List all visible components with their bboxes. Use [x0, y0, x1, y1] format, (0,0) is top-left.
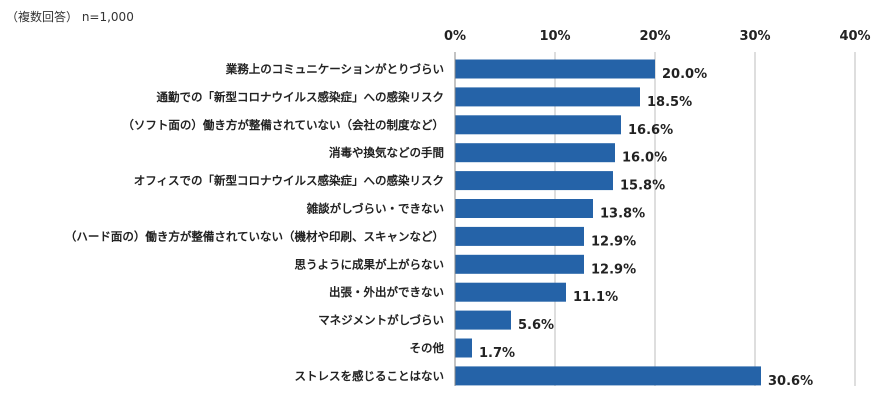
value-label-4: 15.8% [620, 179, 665, 194]
category-label-8: 出張・外出ができない [329, 285, 444, 299]
bar-1 [455, 87, 640, 107]
bar-7 [455, 254, 584, 274]
bar-5 [455, 199, 593, 218]
value-label-10: 1.7% [479, 346, 515, 361]
category-label-7: 思うように成果が上がらない [295, 257, 445, 271]
category-label-3: 消毒や換気などの手間 [329, 146, 444, 160]
category-label-0: 業務上のコミュニケーションがとりづらい [225, 62, 444, 76]
category-label-1: 通勤での「新型コロナウイルス感染症」への感染リスク [157, 90, 445, 104]
tick-label-4: 40% [839, 29, 870, 44]
bar-6 [455, 226, 584, 246]
category-label-11: ストレスを感じることはない [295, 369, 445, 383]
value-label-3: 16.0% [622, 151, 667, 166]
category-label-4: オフィスでの「新型コロナウイルス感染症」への感染リスク [134, 174, 444, 188]
value-label-1: 18.5% [647, 95, 692, 110]
tick-label-3: 30% [739, 29, 770, 44]
value-label-11: 30.6% [768, 374, 813, 389]
bar-0 [455, 59, 655, 79]
value-label-0: 20.0% [662, 67, 707, 82]
bar-11 [455, 366, 761, 386]
bar-8 [455, 282, 566, 302]
bar-2 [455, 115, 621, 135]
bar-4 [455, 171, 613, 191]
bar-10 [455, 338, 472, 358]
category-label-6: （ハード面の）働き方が整備されていない（機材や印刷、スキャンなど） [65, 229, 444, 243]
sample-note: （複数回答） n=1,000 [6, 10, 134, 24]
bar-3 [455, 143, 615, 163]
bar-9 [455, 310, 511, 330]
value-label-9: 5.6% [518, 318, 554, 333]
tick-label-1: 10% [539, 29, 570, 44]
tick-label-0: 0% [444, 29, 466, 44]
value-label-8: 11.1% [573, 290, 618, 305]
category-label-5: 雑談がしづらい・できない [306, 202, 444, 216]
category-label-2: （ソフト面の）働き方が整備されていない（会社の制度など） [122, 118, 444, 132]
tick-label-2: 20% [639, 29, 670, 44]
category-label-9: マネジメントがしづらい [318, 313, 444, 327]
category-label-10: その他 [410, 341, 445, 355]
value-label-7: 12.9% [591, 262, 636, 277]
value-label-2: 16.6% [628, 123, 673, 138]
value-label-5: 13.8% [600, 207, 645, 222]
value-label-6: 12.9% [591, 234, 636, 249]
